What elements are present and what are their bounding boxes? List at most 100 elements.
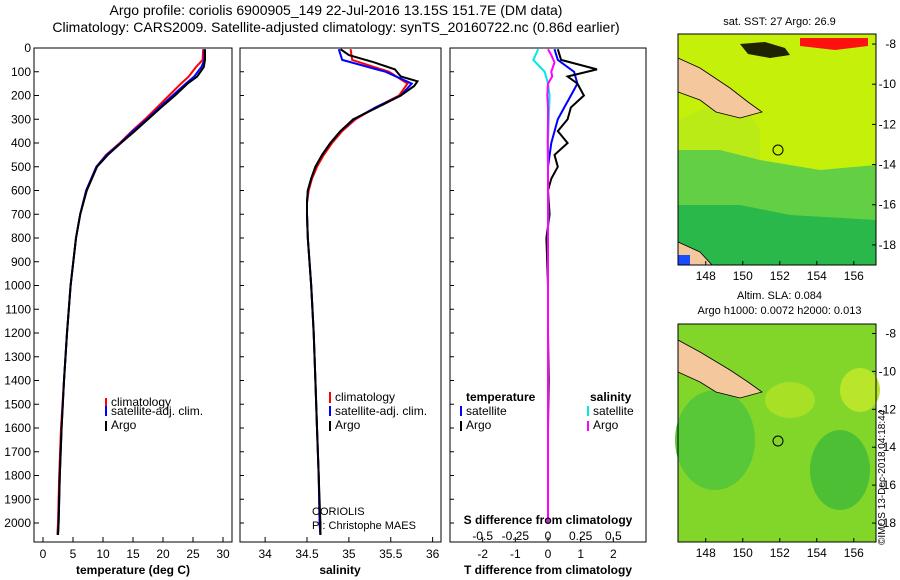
lat-tick-label: -14 [879,158,897,172]
lon-tick-label: 152 [770,546,790,560]
top-x-tick-label: 0.5 [605,529,622,543]
difference-xlabel: T difference from climatology [464,563,632,577]
lon-tick-label: 154 [807,269,827,283]
lon-tick-label: 156 [844,546,864,560]
series-line [306,48,414,535]
lon-tick-label: 148 [696,546,716,560]
title-line-2: Climatology: CARS2009. Satellite-adjuste… [52,19,620,35]
x-tick-label: 2 [610,547,617,561]
temperature-panel: 0 5 10 15 20 25 300100200300400500600700800900… [4,41,233,577]
y-tick-label: 1900 [4,492,31,506]
series-line [547,48,579,523]
y-tick-label: 1000 [4,279,31,293]
y-tick-label: 1300 [4,350,31,364]
lon-tick-label: 150 [733,546,753,560]
altim-title-line-2: Argo h1000: 0.0072 h2000: 0.013 [697,305,862,317]
lon-tick-label: 150 [733,269,753,283]
series-line [306,49,409,535]
argo-location-marker [772,144,784,156]
altim-title-line-1: Altim. SLA: 0.084 [737,290,822,302]
salinity-legend: climatology satellite-adj. clim. Argo [329,390,427,432]
temperature-series [56,49,206,535]
legend-label-argo: Argo [111,418,137,432]
series-line [57,49,206,535]
legend-label-satellite: satellite-adj. clim. [111,404,203,418]
lat-tick-label: -14 [879,440,897,454]
y-tick-label: 600 [11,184,31,198]
y-tick-label: 400 [11,136,31,150]
top-x-tick-label: -0.5 [472,529,493,543]
x-tick-label: 15 [126,547,140,561]
series-line [56,49,205,535]
y-tick-label: 500 [11,160,31,174]
legend-label-t-satellite: satellite [466,404,507,418]
sst-map-ticks: 148 150 152 154 156 -8 -10 -12 -14 -16 -18 [696,37,897,283]
x-tick-label: 34.5 [295,547,319,561]
x-tick-label: 36 [426,547,440,561]
sla-high-anomaly-2 [840,368,880,412]
x-tick-label: 0 [545,547,552,561]
y-tick-label: 300 [11,112,31,126]
x-tick-label: 35.5 [379,547,403,561]
x-tick-label: 34 [258,547,272,561]
sla-low-anomaly-2 [810,430,870,510]
sla-low-anomaly-1 [675,390,755,490]
new-britain-outline [740,42,790,58]
y-tick-label: 1400 [4,374,31,388]
top-x-tick-label: -0.25 [502,529,530,543]
lat-tick-label: -18 [879,238,897,252]
sla-map-frame [677,323,877,543]
y-tick-label: 1200 [4,326,31,340]
x-tick-label: -1 [510,547,521,561]
legend-head-temperature: temperature [466,390,536,404]
legend-label-t-argo: Argo [466,418,492,432]
lat-tick-label: -12 [879,117,897,131]
sst-map: 148 150 152 154 156 -8 -10 -12 -14 -16 -18 [677,33,897,283]
temperature-ticks: 0 5 10 15 20 25 300100200300400500600700800900… [4,41,230,561]
difference-ticks: -2 -1 0 1 2 -0.5 -0.25 0 0.25 0.5 [450,47,622,561]
legend-label-satellite: satellite-adj. clim. [335,404,427,418]
sla-map: 148 150 152 154 156 -8 -10 -12 -14 -16 -18 [675,323,897,560]
salinity-xlabel: salinity [319,563,361,577]
lat-tick-label: -12 [879,402,897,416]
y-tick-label: 2000 [4,516,31,530]
sst-map-frame [677,33,877,266]
sst-map-title: sat. SST: 27 Argo: 26.9 [723,16,836,28]
y-tick-label: 1500 [4,397,31,411]
salinity-axes-frame [239,47,442,543]
lat-tick-label: -16 [879,478,897,492]
series-line [57,49,206,535]
legend-label-climatology: climatology [111,395,171,409]
source-note-line-1: CORIOLIS [312,506,365,518]
sst-hot-pixels [800,38,868,50]
y-tick-label: 800 [11,231,31,245]
difference-panel: -2 -1 0 1 2 -0.5 -0.25 0 0.25 0.5 T difference fr… [449,47,647,577]
y-tick-label: 100 [11,65,31,79]
temperature-xlabel: temperature (deg C) [76,563,190,577]
x-tick-label: 5 [70,547,77,561]
papua-new-guinea-landmass [677,339,763,399]
salinity-ticks: 34 34.5 35 35.5 36 [240,47,440,561]
sst-cool-region [678,205,876,265]
y-tick-label: 900 [11,255,31,269]
y-tick-label: 200 [11,89,31,103]
salinity-panel: 34 34.5 35 35.5 36 salinity climatology sate… [239,47,442,577]
temperature-legend: climatology satellite-adj. clim. Argo [105,395,203,432]
y-tick-label: 1100 [5,302,31,316]
papua-new-guinea-landmass [677,57,763,119]
x-tick-label: -2 [477,547,488,561]
salinity-series [306,48,420,535]
temperature-axes-frame [33,47,233,543]
sst-cold-pixels [678,255,690,265]
difference-top-label: S difference from climatology [464,513,633,527]
x-tick-label: 10 [96,547,110,561]
lat-tick-label: -8 [885,37,896,51]
top-x-tick-label: 0.25 [569,529,593,543]
source-note-line-2: PI: Christophe MAES [312,520,416,532]
lat-tick-label: -10 [879,77,897,91]
x-tick-label: 25 [186,547,200,561]
title-line-1: Argo profile: coriolis 6900905_149 22-Ju… [109,2,563,18]
x-tick-label: 35 [342,547,356,561]
series-line [306,48,420,535]
